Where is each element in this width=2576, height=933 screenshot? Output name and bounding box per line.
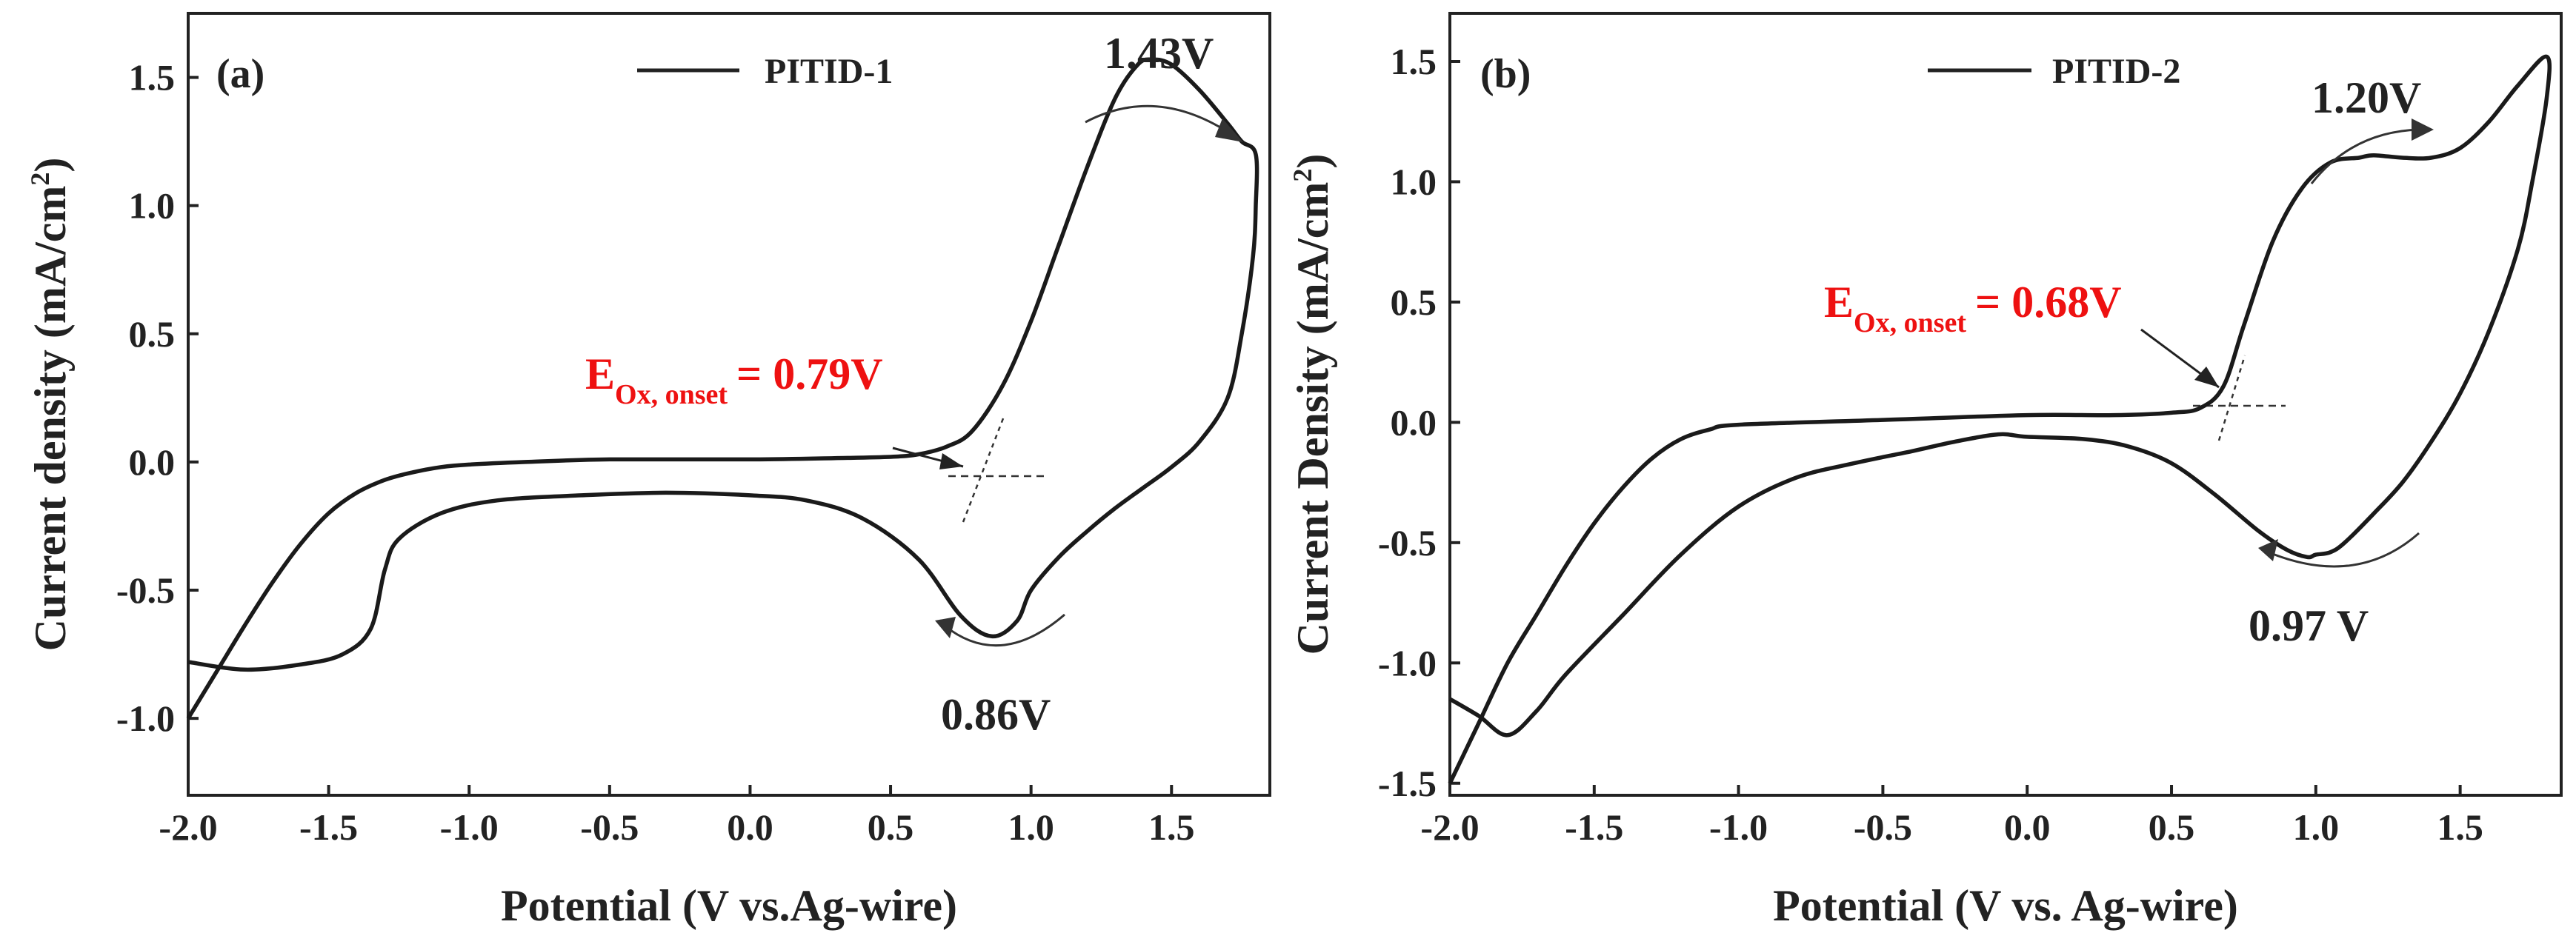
x-tick-label: -1.0 (1709, 806, 1768, 848)
panel-a: -2.0 -1.5 -1.0 -0.5 0.0 0.5 1.0 1.5 -1.0 -0.5 0.0… (25, 12, 1271, 930)
red-arrowhead (935, 617, 956, 638)
peak-red-label: 0.97 V (2249, 601, 2369, 650)
y-tick-label: 1.0 (129, 185, 176, 227)
y-title-end: ) (1288, 154, 1337, 169)
y-tick-label: 0.5 (129, 313, 176, 355)
x-tick-label: 1.5 (1148, 806, 1195, 848)
peak-ox-label: 1.43V (1104, 29, 1214, 78)
rise-tangent (2217, 355, 2246, 441)
onset-pointer-head (2194, 367, 2219, 387)
y-tick-label: -1.0 (1378, 642, 1437, 683)
x-tick-label: -1.5 (1565, 806, 1623, 848)
legend-label: PITID-2 (2052, 52, 2180, 91)
panel-label: (b) (1480, 51, 1531, 97)
panel-label: (a) (216, 51, 264, 97)
y-title-main: Current Density (mA/cm (1288, 182, 1337, 655)
ox-arrowhead (2412, 118, 2434, 141)
x-tick-label: 0.0 (727, 806, 773, 848)
y-tick-label: 0.0 (129, 441, 176, 483)
onset-subscript: Ox, onset (1854, 307, 1966, 338)
x-tick-label: -2.0 (159, 806, 217, 848)
y-axis-ticks: -1.5 -1.0 -0.5 0.0 0.5 1.0 1.5 (1378, 41, 1460, 804)
onset-label: EOx, onset = 0.68V (1824, 278, 2122, 338)
y-tick-label: 1.5 (1391, 41, 1437, 82)
x-axis-ticks: -2.0 -1.5 -1.0 -0.5 0.0 0.5 1.0 1.5 (159, 785, 1195, 848)
x-tick-label: -2.0 (1420, 806, 1479, 848)
y-tick-label: -1.5 (1378, 763, 1437, 804)
y-tick-label: 0.5 (1391, 281, 1437, 323)
y-title-sup: 2 (25, 173, 55, 186)
x-tick-label: -1.0 (440, 806, 499, 848)
cv-curve (186, 57, 1259, 720)
peak-red-label: 0.86V (941, 690, 1051, 739)
x-tick-label: -0.5 (580, 806, 639, 848)
y-tick-label: -1.0 (116, 698, 175, 739)
x-tick-label: 0.0 (2004, 806, 2051, 848)
y-tick-label: 0.0 (1391, 401, 1437, 443)
onset-value: = 0.79V (736, 350, 883, 398)
ox-scan-arrow (1085, 104, 1231, 135)
onset-subscript: Ox, onset (615, 379, 728, 410)
ox-scan-arrow (2310, 128, 2420, 184)
ox-arrowhead (1215, 118, 1243, 142)
red-scan-arrow (944, 613, 1065, 647)
panel-b: -2.0 -1.5 -1.0 -0.5 0.0 0.5 1.0 1.5 -1.5-1.0-0.… (1288, 12, 2563, 930)
y-title-main: Current density (mA/cm (26, 186, 75, 652)
red-arrowhead (2258, 539, 2278, 561)
onset-pointer-head (939, 453, 963, 469)
cv-curve (1448, 54, 2552, 784)
onset-value: = 0.68V (1975, 278, 2122, 327)
y-axis-title: Current Density (mA/cm2) (1288, 154, 1337, 655)
y-axis-ticks: -1.0 -0.5 0.0 0.5 1.0 1.5 (116, 57, 199, 739)
legend-label: PITID-1 (765, 52, 893, 91)
x-tick-label: 0.5 (868, 806, 914, 848)
x-axis-ticks: -2.0 -1.5 -1.0 -0.5 0.0 0.5 1.0 1.5 (1420, 785, 2483, 848)
x-tick-label: 0.5 (2149, 806, 2195, 848)
rise-tangent (962, 414, 1006, 523)
plot-frame (1448, 12, 2563, 797)
x-tick-label: -1.5 (299, 806, 358, 848)
x-tick-label: -0.5 (1854, 806, 1912, 848)
y-tick-label: -0.5 (116, 569, 175, 611)
y-tick-label: 1.0 (1391, 161, 1437, 202)
x-axis-title: Potential (V vs.Ag-wire) (501, 881, 957, 930)
y-title-sup: 2 (1288, 169, 1317, 182)
plot-frame (187, 12, 1271, 797)
red-scan-arrow (2266, 532, 2420, 568)
x-tick-label: 1.0 (2293, 806, 2340, 848)
y-axis-title: Current density (mA/cm2) (25, 158, 75, 652)
peak-ox-label: 1.20V (2312, 73, 2421, 122)
y-title-end: ) (26, 158, 75, 173)
x-axis-title: Potential (V vs. Ag-wire) (1773, 881, 2238, 930)
y-tick-label: -0.5 (1378, 522, 1437, 564)
y-tick-label: 1.5 (129, 57, 176, 98)
onset-label: EOx, onset = 0.79V (585, 350, 883, 410)
x-tick-label: 1.0 (1008, 806, 1054, 848)
onset-main: E (1824, 278, 1854, 327)
x-tick-label: 1.5 (2437, 806, 2483, 848)
onset-main: E (585, 350, 615, 398)
